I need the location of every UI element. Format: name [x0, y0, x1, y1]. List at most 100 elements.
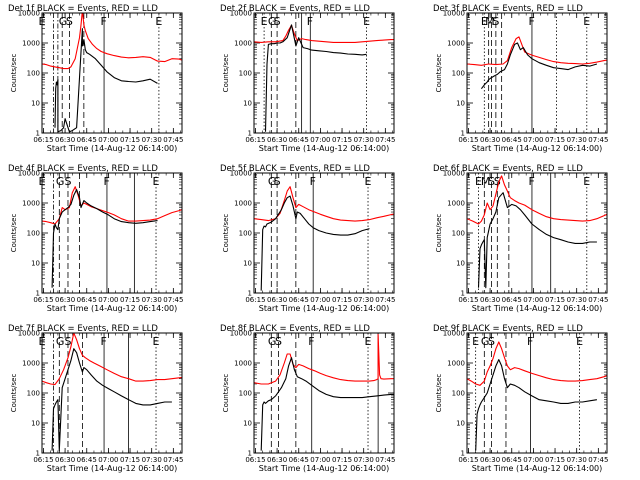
phase-marker-label: F [310, 175, 316, 188]
y-tick-label: 1000 [234, 200, 252, 208]
x-axis-label: Start Time (14-Aug-12 06:14:00) [472, 464, 603, 473]
y-axis-label: Counts/sec [435, 54, 443, 93]
det-5f-lld-series [254, 186, 394, 222]
phase-marker-label: M [485, 15, 495, 28]
phase-marker-label: S [274, 175, 281, 188]
x-axis-label: Start Time (14-Aug-12 06:14:00) [47, 304, 178, 313]
phase-marker-label: S [488, 175, 495, 188]
phase-marker-label: S [64, 175, 71, 188]
x-tick-label: 06:45 [289, 296, 309, 304]
det-5f-panel: Det 5f BLACK = Events, RED = LLD 1 10 100 10… [220, 164, 395, 313]
x-tick-label: 07:00 [310, 296, 330, 304]
y-tick-label: 1 [36, 450, 40, 458]
y-tick-label: 10 [243, 420, 252, 428]
x-tick-label: 07:30 [142, 136, 162, 144]
x-tick-label: 07:45 [163, 136, 183, 144]
det-6f-title: Det 6f BLACK = Events, RED = LLD [433, 164, 583, 174]
y-tick-label: 10000 [443, 10, 465, 18]
y-axis-label: Counts/sec [435, 214, 443, 253]
det-4f-frame [41, 172, 183, 294]
phase-marker-label: E [583, 175, 590, 188]
x-tick-label: 06:30 [55, 456, 75, 464]
x-tick-label: 07:45 [588, 136, 608, 144]
phase-marker-label: S [274, 15, 281, 28]
y-axis-label: Counts/sec [10, 374, 18, 413]
det-8f-panel: Det 8f BLACK = Events, RED = LLD 1 10 100 10… [220, 324, 395, 473]
x-tick-label: 07:30 [567, 456, 587, 464]
x-axis-label: Start Time (14-Aug-12 06:14:00) [259, 464, 390, 473]
y-tick-label: 10 [31, 420, 40, 428]
y-tick-label: 10000 [18, 170, 40, 178]
y-tick-label: 100 [239, 390, 252, 398]
x-tick-label: 06:45 [77, 296, 97, 304]
x-tick-label: 07:15 [545, 456, 565, 464]
det-1f-lld-series [42, 13, 182, 70]
y-tick-label: 1000 [447, 40, 465, 48]
det-3f-lld-series [467, 36, 607, 66]
phase-marker-label: G [268, 15, 277, 28]
phase-marker-label: S [66, 15, 73, 28]
phase-marker-label: E [475, 175, 482, 188]
det-9f-lld-series [467, 341, 607, 386]
x-axis-label: Start Time (14-Aug-12 06:14:00) [47, 144, 178, 153]
y-axis-label: Counts/sec [222, 374, 230, 413]
x-tick-label: 07:45 [375, 296, 395, 304]
det-2f-title: Det 2f BLACK = Events, RED = LLD [220, 4, 370, 14]
x-tick-label: 06:15 [245, 136, 265, 144]
y-tick-label: 100 [27, 230, 40, 238]
phase-marker-label: E [261, 15, 268, 28]
x-tick-label: 06:15 [458, 296, 478, 304]
x-tick-label: 06:30 [480, 136, 500, 144]
x-axis-label: Start Time (14-Aug-12 06:14:00) [259, 144, 390, 153]
det-3f-title: Det 3f BLACK = Events, RED = LLD [433, 4, 583, 14]
y-tick-label: 10000 [18, 10, 40, 18]
x-tick-label: 07:00 [310, 136, 330, 144]
x-tick-label: 07:30 [354, 456, 374, 464]
x-tick-label: 07:30 [354, 296, 374, 304]
x-tick-label: 06:30 [267, 296, 287, 304]
det-7f-frame [41, 332, 183, 454]
x-tick-label: 07:45 [588, 296, 608, 304]
y-tick-label: 10 [456, 100, 465, 108]
y-axis-label: Counts/sec [10, 214, 18, 253]
x-tick-label: 07:15 [120, 456, 140, 464]
phase-marker-label: E [576, 335, 583, 348]
y-axis-label: Counts/sec [10, 54, 18, 93]
det-9f-panel: Det 9f BLACK = Events, RED = LLD 1 10 100 10… [433, 324, 608, 473]
det-2f-panel: Det 2f BLACK = Events, RED = LLD 1 10 100 10… [220, 4, 395, 153]
y-axis-label: Counts/sec [435, 374, 443, 413]
phase-marker-label: G [268, 335, 277, 348]
x-axis-label: Start Time (14-Aug-12 06:14:00) [259, 304, 390, 313]
phase-marker-label: G [56, 335, 65, 348]
phase-marker-label: F [307, 15, 313, 28]
phase-marker-label: E [365, 175, 372, 188]
y-tick-label: 1 [461, 290, 465, 298]
det-3f-events-series [480, 42, 598, 90]
det-1f-panel: Det 1f BLACK = Events, RED = LLD 1 10 100 10… [8, 4, 183, 153]
det-4f-lld-series [42, 186, 182, 225]
y-tick-label: 10000 [230, 330, 252, 338]
det-4f-panel: Det 4f BLACK = Events, RED = LLD 1 10 100 10… [8, 164, 183, 313]
phase-marker-label: E [155, 15, 162, 28]
y-tick-label: 10000 [18, 330, 40, 338]
y-tick-label: 100 [239, 70, 252, 78]
det-9f-frame [466, 332, 608, 454]
y-tick-label: 1000 [234, 40, 252, 48]
x-tick-label: 06:15 [245, 296, 265, 304]
y-tick-label: 100 [27, 390, 40, 398]
x-tick-label: 07:30 [142, 296, 162, 304]
y-tick-label: 1 [461, 450, 465, 458]
x-tick-label: 07:15 [120, 136, 140, 144]
y-tick-label: 1 [248, 450, 252, 458]
y-tick-label: 10 [31, 260, 40, 268]
det-5f-title: Det 5f BLACK = Events, RED = LLD [220, 164, 370, 174]
x-tick-label: 06:45 [502, 136, 522, 144]
x-axis-label: Start Time (14-Aug-12 06:14:00) [472, 304, 603, 313]
det-5f-events-series [260, 195, 370, 291]
x-tick-label: 07:15 [332, 136, 352, 144]
y-tick-label: 10 [243, 100, 252, 108]
x-tick-label: 06:15 [245, 456, 265, 464]
x-axis-label: Start Time (14-Aug-12 06:14:00) [472, 144, 603, 153]
phase-marker-label: S [494, 175, 501, 188]
